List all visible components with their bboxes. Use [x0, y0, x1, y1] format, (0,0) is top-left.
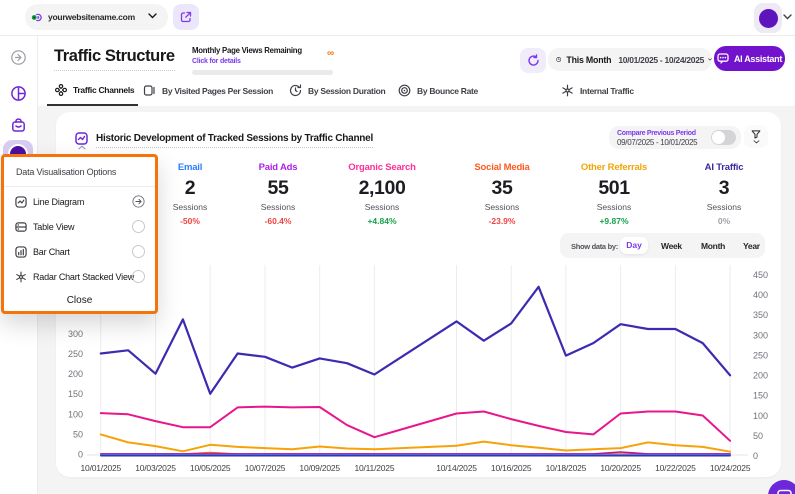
svg-text:150: 150	[753, 391, 768, 401]
svg-text:10/24/2025: 10/24/2025	[710, 463, 751, 473]
svg-text:10/03/2025: 10/03/2025	[135, 463, 176, 473]
svg-text:450: 450	[753, 270, 768, 280]
svg-text:400: 400	[753, 290, 768, 300]
svg-text:10/14/2025: 10/14/2025	[436, 463, 477, 473]
svg-text:300: 300	[68, 329, 83, 339]
svg-text:0: 0	[78, 450, 83, 460]
svg-text:50: 50	[73, 429, 83, 439]
svg-text:250: 250	[753, 351, 768, 361]
svg-text:10/11/2025: 10/11/2025	[354, 463, 394, 473]
svg-text:100: 100	[753, 411, 768, 421]
svg-text:10/20/2025: 10/20/2025	[600, 463, 641, 473]
svg-text:50: 50	[753, 431, 763, 441]
svg-text:100: 100	[68, 409, 83, 419]
svg-text:350: 350	[753, 310, 768, 320]
svg-text:250: 250	[68, 349, 83, 359]
svg-text:10/18/2025: 10/18/2025	[546, 463, 587, 473]
svg-text:200: 200	[753, 371, 768, 381]
svg-text:10/22/2025: 10/22/2025	[655, 463, 696, 473]
svg-text:10/01/2025: 10/01/2025	[81, 463, 122, 473]
svg-text:300: 300	[753, 330, 768, 340]
svg-text:0: 0	[753, 451, 758, 461]
svg-text:10/05/2025: 10/05/2025	[190, 463, 231, 473]
svg-text:200: 200	[68, 369, 83, 379]
svg-text:10/09/2025: 10/09/2025	[299, 463, 340, 473]
svg-text:150: 150	[68, 389, 83, 399]
svg-text:10/07/2025: 10/07/2025	[245, 463, 286, 473]
svg-text:10/16/2025: 10/16/2025	[491, 463, 532, 473]
